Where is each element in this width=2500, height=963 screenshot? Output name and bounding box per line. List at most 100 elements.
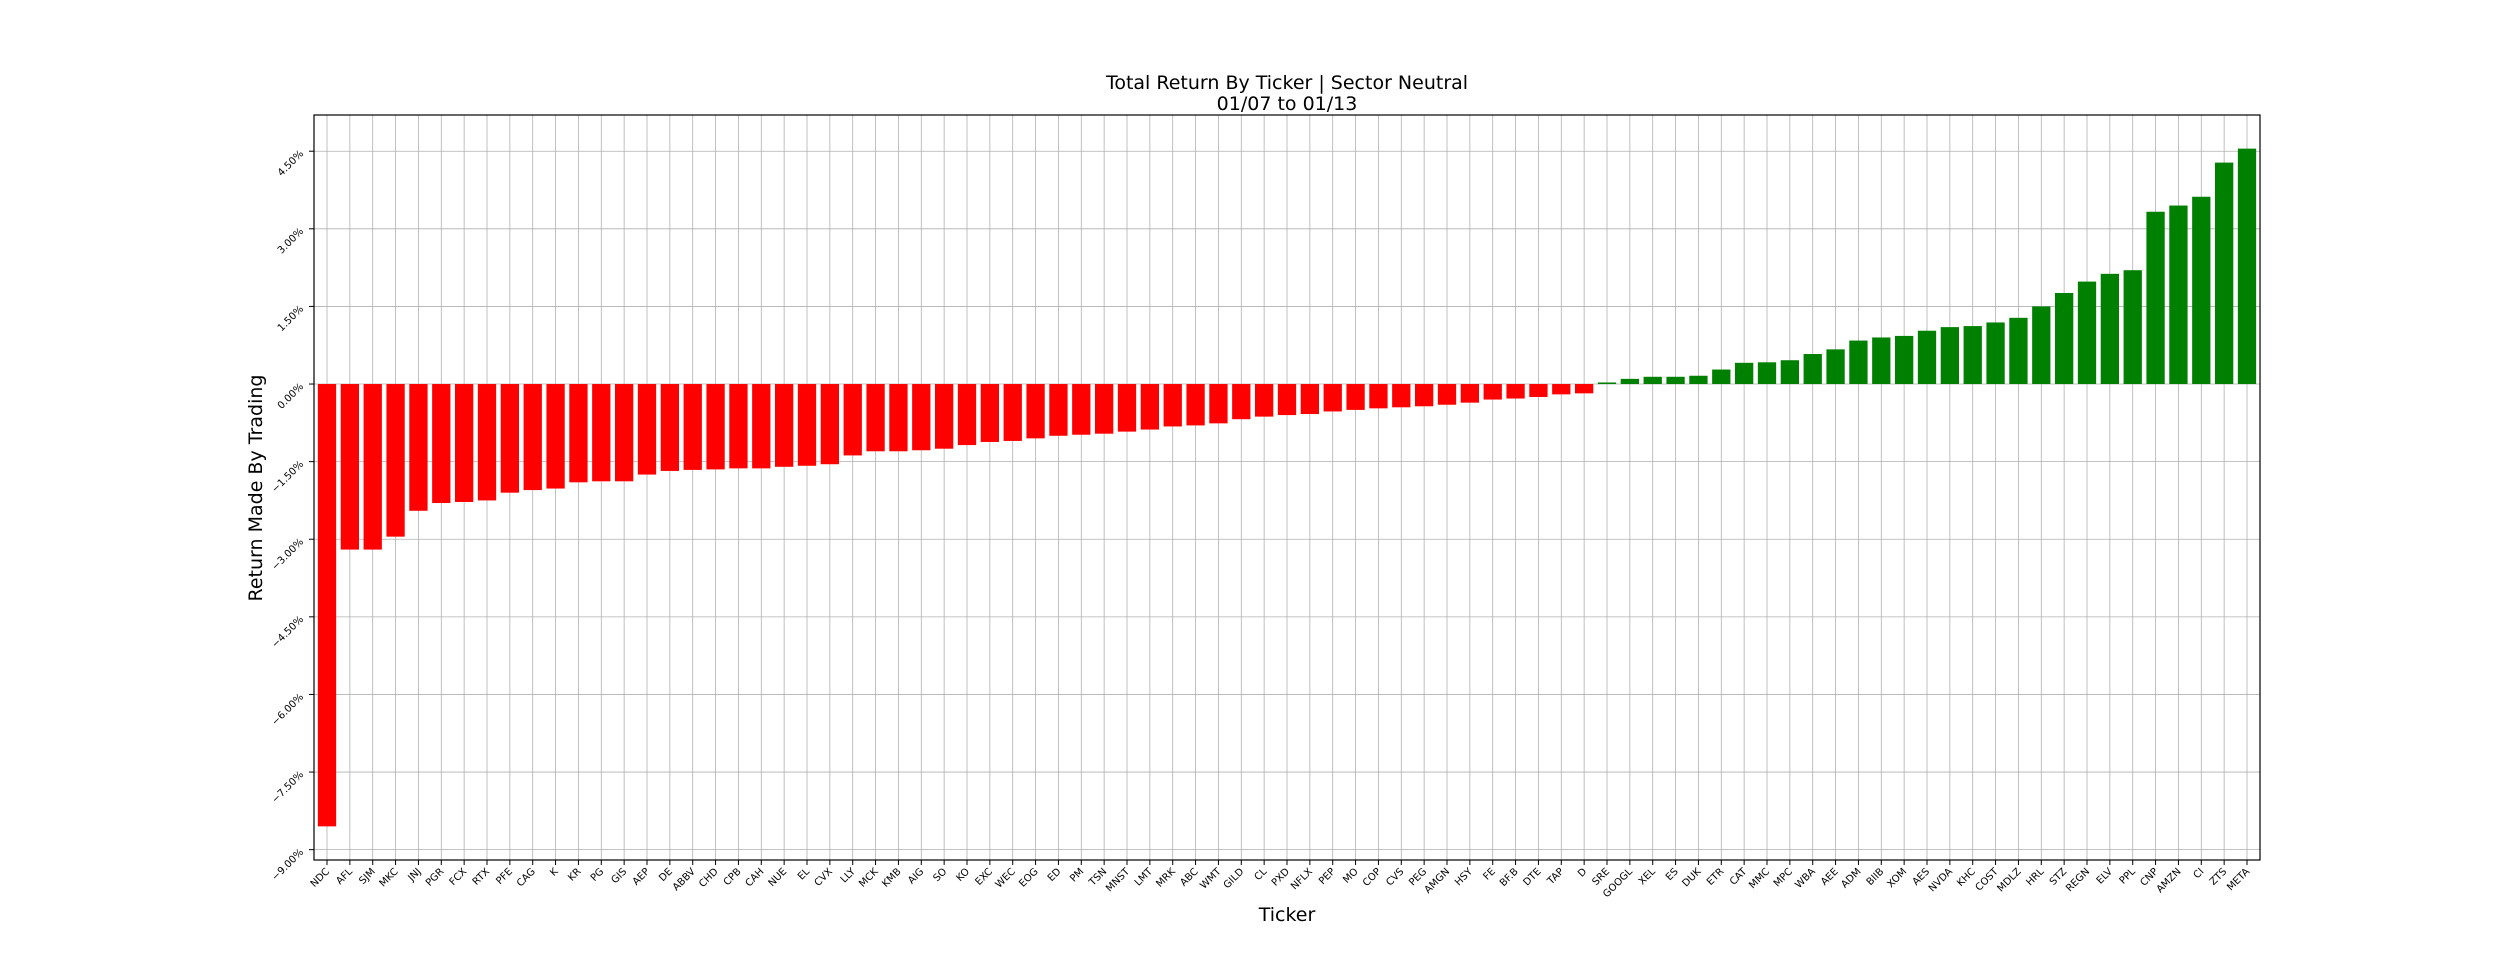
x-tick-label: ABC bbox=[1178, 866, 1200, 888]
x-tick-label: CI bbox=[2192, 866, 2207, 881]
x-tick-label: TAP bbox=[1545, 866, 1566, 887]
x-tick-label: CAG bbox=[515, 866, 538, 889]
x-tick-label: RTX bbox=[471, 866, 492, 887]
bar bbox=[523, 384, 542, 491]
bar bbox=[866, 384, 885, 452]
bar bbox=[2169, 205, 2188, 385]
y-tick-label: −3.00% bbox=[270, 537, 306, 573]
bar bbox=[1346, 384, 1365, 410]
y-tick-label: −9.00% bbox=[270, 847, 306, 883]
chart-title: Total Return By Ticker | Sector Neutral bbox=[1105, 72, 1468, 94]
bar bbox=[1620, 378, 1639, 385]
x-tick-label: MKC bbox=[378, 866, 401, 889]
bar bbox=[752, 384, 771, 469]
bar bbox=[1003, 384, 1022, 441]
bar bbox=[363, 384, 382, 550]
x-tick-label: EOG bbox=[1017, 866, 1040, 889]
x-tick-label: XOM bbox=[1885, 866, 1909, 890]
bar bbox=[2146, 211, 2165, 385]
x-tick-label: ETR bbox=[1705, 866, 1727, 888]
x-tick-label: NDC bbox=[309, 866, 332, 889]
bar bbox=[2123, 270, 2142, 385]
bar bbox=[1597, 382, 1617, 385]
bar bbox=[409, 384, 428, 511]
bar bbox=[2055, 292, 2074, 385]
x-axis-ticks: NDC AFL SJM MKC JNJ PGR FCX RTX PFE CAG K KR PG GIS AE… bbox=[309, 860, 2252, 900]
bar bbox=[1872, 337, 1891, 385]
x-tick-label: ED bbox=[1046, 866, 1064, 884]
x-tick-label: SO bbox=[931, 866, 949, 884]
x-tick-label: CHD bbox=[697, 866, 721, 890]
x-tick-label: ES bbox=[1664, 866, 1681, 883]
bar bbox=[1963, 326, 1982, 385]
x-tick-label: BF.B bbox=[1498, 866, 1521, 889]
bar bbox=[1917, 330, 1937, 385]
bar bbox=[637, 384, 657, 475]
x-tick-label: GILD bbox=[1222, 866, 1247, 891]
bar bbox=[660, 384, 679, 471]
bar bbox=[1415, 384, 1434, 407]
x-tick-label: KR bbox=[566, 866, 583, 883]
bar bbox=[1117, 384, 1137, 432]
bar bbox=[1140, 384, 1159, 430]
bar bbox=[455, 384, 474, 502]
bar bbox=[706, 384, 725, 470]
bar bbox=[1209, 384, 1228, 424]
x-tick-label: WEC bbox=[994, 866, 1018, 890]
x-tick-label: FCX bbox=[448, 866, 470, 888]
bar bbox=[1300, 384, 1319, 415]
x-tick-label: DE bbox=[657, 866, 675, 884]
x-tick-label: WMT bbox=[1198, 866, 1224, 892]
bar bbox=[1575, 384, 1594, 394]
bar bbox=[935, 384, 954, 449]
x-tick-label: CAH bbox=[744, 866, 767, 889]
bar bbox=[1460, 384, 1479, 403]
bar bbox=[980, 384, 999, 442]
bar bbox=[1255, 384, 1274, 417]
x-tick-label: AEE bbox=[1819, 866, 1841, 888]
bar bbox=[1529, 384, 1548, 397]
bar bbox=[729, 384, 748, 469]
x-tick-label: CAT bbox=[1728, 866, 1750, 888]
bar bbox=[1757, 362, 1777, 385]
bar bbox=[1666, 376, 1685, 385]
x-tick-label: MCK bbox=[857, 866, 881, 890]
x-tick-label: HRL bbox=[2024, 866, 2046, 888]
bar bbox=[432, 384, 451, 504]
x-tick-label: D bbox=[1576, 866, 1589, 879]
bar bbox=[775, 384, 794, 467]
x-tick-label: NUE bbox=[767, 866, 790, 889]
bar bbox=[1095, 384, 1114, 434]
x-tick-label: EXC bbox=[973, 866, 995, 888]
bar bbox=[2009, 317, 2028, 385]
x-tick-label: KMB bbox=[880, 866, 903, 889]
y-axis-ticks: −9.00% −7.50% −6.00% −4.50% −3.00% −1.50% 0.00… bbox=[270, 149, 314, 883]
x-tick-label: AMGN bbox=[1423, 866, 1452, 895]
y-tick-label: 0.00% bbox=[276, 381, 306, 411]
x-tick-label: GIS bbox=[609, 866, 629, 886]
x-tick-label: PGR bbox=[424, 866, 446, 888]
x-tick-label: MNST bbox=[1104, 866, 1133, 895]
x-tick-label: JNJ bbox=[406, 866, 424, 884]
x-tick-label: META bbox=[2225, 866, 2252, 893]
grid-lines bbox=[314, 115, 2260, 860]
x-tick-label: NVDA bbox=[1927, 866, 1955, 894]
bar bbox=[1049, 384, 1068, 436]
bar bbox=[1780, 360, 1799, 385]
bar bbox=[1712, 369, 1731, 385]
bar bbox=[2192, 196, 2211, 385]
bar bbox=[1483, 384, 1502, 400]
bar bbox=[1849, 340, 1868, 385]
bar bbox=[2100, 273, 2119, 385]
bar bbox=[1735, 362, 1754, 385]
y-tick-label: 1.50% bbox=[276, 304, 306, 334]
chart-subtitle: 01/07 to 01/13 bbox=[1217, 93, 1358, 115]
x-tick-label: PM bbox=[1068, 866, 1086, 884]
x-tick-label: PEP bbox=[1317, 866, 1338, 887]
bars bbox=[317, 148, 2257, 827]
x-tick-label: WBA bbox=[1793, 866, 1818, 891]
x-tick-label: REGN bbox=[2064, 866, 2092, 894]
bar bbox=[957, 384, 977, 446]
x-tick-label: LMT bbox=[1133, 866, 1156, 889]
x-tick-label: AFL bbox=[334, 866, 355, 887]
